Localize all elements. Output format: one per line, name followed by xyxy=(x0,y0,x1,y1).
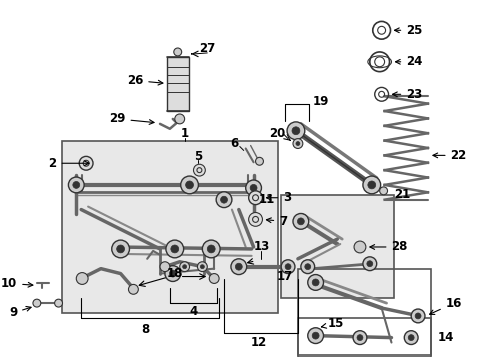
Circle shape xyxy=(286,122,304,140)
Text: 6: 6 xyxy=(230,137,239,150)
Circle shape xyxy=(179,262,189,271)
Text: 4: 4 xyxy=(189,306,197,319)
Circle shape xyxy=(255,157,263,165)
Circle shape xyxy=(55,299,62,307)
Text: 14: 14 xyxy=(437,331,453,344)
Text: 25: 25 xyxy=(394,24,422,37)
Circle shape xyxy=(181,176,198,194)
Circle shape xyxy=(366,261,372,267)
Circle shape xyxy=(362,257,376,271)
Text: 7: 7 xyxy=(266,215,287,228)
Circle shape xyxy=(285,264,290,270)
Text: 27: 27 xyxy=(199,42,215,55)
Circle shape xyxy=(164,266,181,282)
Circle shape xyxy=(379,187,387,195)
Circle shape xyxy=(356,335,362,341)
Text: 13: 13 xyxy=(253,240,269,253)
Circle shape xyxy=(230,259,246,275)
Text: 17: 17 xyxy=(276,270,292,283)
Bar xyxy=(61,141,278,313)
Text: 21: 21 xyxy=(394,188,410,201)
Circle shape xyxy=(304,264,310,270)
Circle shape xyxy=(117,245,124,253)
Circle shape xyxy=(33,299,41,307)
Text: 22: 22 xyxy=(432,149,466,162)
Text: 5: 5 xyxy=(194,150,202,163)
Circle shape xyxy=(292,139,302,148)
Circle shape xyxy=(300,260,314,274)
Circle shape xyxy=(76,273,88,284)
Circle shape xyxy=(173,48,182,56)
Circle shape xyxy=(297,218,304,225)
Circle shape xyxy=(248,212,262,226)
Text: 11: 11 xyxy=(259,193,275,206)
Circle shape xyxy=(248,191,262,204)
Circle shape xyxy=(404,331,417,345)
Text: 16: 16 xyxy=(429,297,461,314)
Circle shape xyxy=(220,196,227,203)
Circle shape xyxy=(68,177,84,193)
Circle shape xyxy=(216,192,231,208)
Circle shape xyxy=(165,240,183,258)
Circle shape xyxy=(410,309,424,323)
Circle shape xyxy=(183,265,186,269)
Text: 12: 12 xyxy=(250,336,266,349)
Circle shape xyxy=(367,181,375,189)
Circle shape xyxy=(407,335,413,341)
Text: 2: 2 xyxy=(48,157,89,170)
Text: 15: 15 xyxy=(321,317,343,330)
Bar xyxy=(297,269,430,357)
Circle shape xyxy=(202,240,220,258)
Text: 20: 20 xyxy=(268,127,285,140)
Circle shape xyxy=(281,260,294,274)
Circle shape xyxy=(197,262,207,271)
Bar xyxy=(166,57,188,111)
Circle shape xyxy=(311,332,319,339)
Circle shape xyxy=(353,241,365,253)
Circle shape xyxy=(292,213,308,229)
Circle shape xyxy=(169,270,176,277)
Text: 24: 24 xyxy=(395,55,422,68)
Circle shape xyxy=(414,313,420,319)
Text: 8: 8 xyxy=(141,323,149,336)
Circle shape xyxy=(245,180,261,196)
Circle shape xyxy=(250,184,257,191)
Text: 19: 19 xyxy=(312,95,328,108)
Text: 10: 10 xyxy=(1,277,33,290)
Circle shape xyxy=(73,181,80,188)
Text: 9: 9 xyxy=(9,306,31,319)
Circle shape xyxy=(79,156,93,170)
Circle shape xyxy=(235,263,242,270)
Circle shape xyxy=(307,275,323,290)
Circle shape xyxy=(170,245,178,253)
Text: 29: 29 xyxy=(109,112,154,125)
Bar xyxy=(281,195,394,298)
Circle shape xyxy=(352,331,366,345)
Circle shape xyxy=(295,141,299,145)
Circle shape xyxy=(185,181,193,189)
Circle shape xyxy=(174,114,184,124)
Circle shape xyxy=(112,240,129,258)
Text: 18: 18 xyxy=(166,267,183,280)
Circle shape xyxy=(291,127,299,135)
Circle shape xyxy=(307,328,323,343)
Circle shape xyxy=(207,245,215,253)
Text: 3: 3 xyxy=(266,191,291,204)
Bar xyxy=(297,318,430,355)
Circle shape xyxy=(200,265,204,269)
Circle shape xyxy=(311,279,319,286)
Text: 26: 26 xyxy=(126,74,163,87)
Circle shape xyxy=(209,274,219,283)
Text: 28: 28 xyxy=(369,240,407,253)
Circle shape xyxy=(193,164,205,176)
Circle shape xyxy=(128,284,138,294)
Circle shape xyxy=(362,176,380,194)
Text: 23: 23 xyxy=(392,88,422,101)
Circle shape xyxy=(160,262,169,271)
Text: 1: 1 xyxy=(180,127,188,140)
